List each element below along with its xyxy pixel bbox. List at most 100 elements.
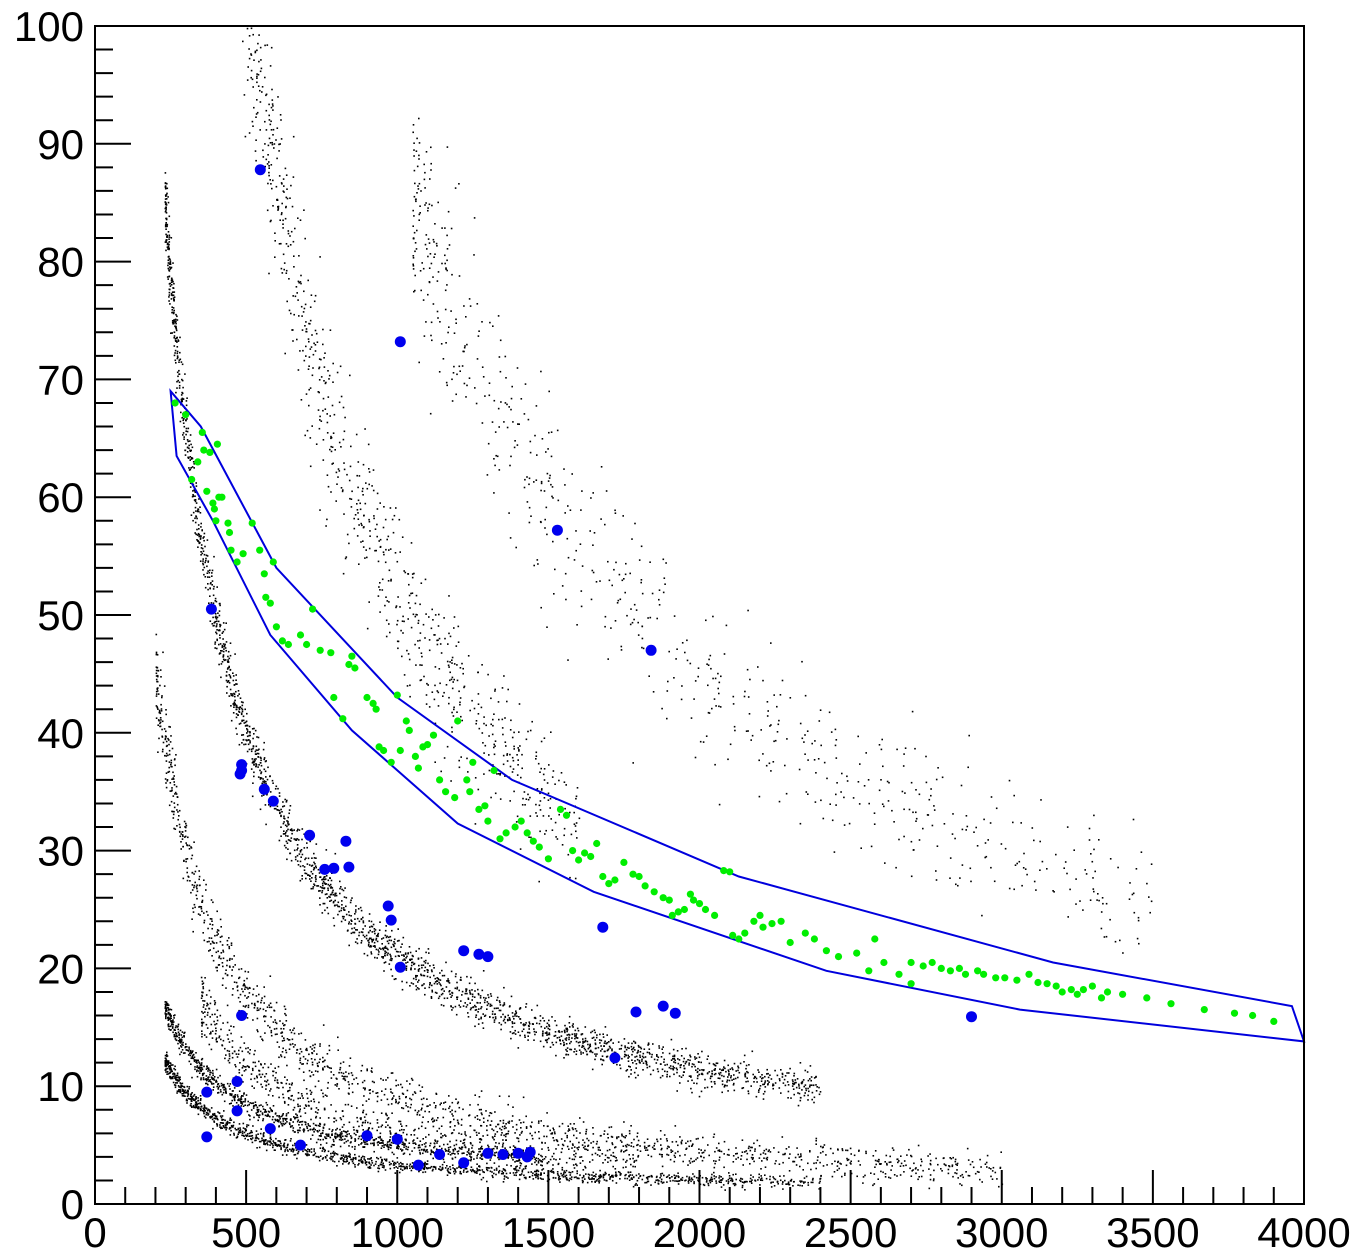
background-point [675, 1140, 678, 1143]
background-point [575, 1053, 578, 1056]
background-point [599, 1149, 601, 1151]
background-point [423, 1143, 426, 1145]
background-point [443, 997, 446, 1000]
background-point [201, 895, 204, 897]
background-point [504, 1021, 507, 1024]
background-point [216, 639, 218, 642]
background-point [356, 929, 358, 931]
background-point [178, 1047, 180, 1050]
background-point [332, 889, 334, 892]
background-point [384, 929, 387, 932]
background-point [205, 883, 207, 886]
background-point [696, 1077, 699, 1080]
background-point [723, 1153, 725, 1155]
background-point [319, 890, 321, 892]
background-point [424, 962, 427, 964]
background-point [174, 1076, 176, 1078]
background-point [389, 1088, 392, 1091]
background-point [681, 1139, 683, 1142]
background-point [679, 1066, 682, 1069]
background-point [425, 1136, 427, 1138]
background-point [889, 1155, 891, 1158]
background-point [395, 950, 398, 953]
background-point [624, 1144, 627, 1147]
background-point [342, 1159, 345, 1162]
background-point [250, 748, 253, 751]
background-point [836, 1169, 839, 1171]
background-point [674, 1061, 677, 1064]
background-point [683, 1065, 685, 1067]
background-point [220, 1122, 223, 1124]
background-point [327, 889, 329, 891]
background-point [442, 1108, 444, 1110]
background-point [348, 1072, 350, 1075]
background-point [168, 770, 171, 773]
background-point [519, 1164, 522, 1167]
background-point [389, 935, 392, 938]
background-point [170, 1077, 172, 1080]
background-point [202, 563, 205, 566]
background-point [753, 1160, 755, 1163]
background-point [659, 1130, 662, 1132]
background-point [403, 958, 406, 960]
background-point [766, 1068, 768, 1071]
background-point [175, 313, 177, 316]
background-point [185, 400, 188, 402]
background-point [241, 742, 243, 744]
background-point [623, 1121, 625, 1123]
background-point [191, 457, 194, 460]
background-point [470, 1151, 473, 1153]
background-point [311, 1061, 314, 1064]
background-point [272, 782, 274, 784]
background-point [184, 836, 186, 838]
background-point [582, 1040, 584, 1043]
background-point [277, 1120, 279, 1122]
background-point [702, 1151, 705, 1154]
background-point [166, 1003, 169, 1005]
background-point [468, 1114, 471, 1116]
background-point [645, 1062, 648, 1064]
background-point [274, 1118, 276, 1121]
background-point [394, 955, 397, 958]
background-point [660, 1056, 663, 1058]
background-point [419, 1151, 421, 1154]
background-point [733, 1074, 735, 1076]
background-point [161, 735, 163, 738]
background-point [593, 1029, 596, 1031]
background-point [185, 1049, 188, 1051]
background-point [276, 805, 279, 808]
background-point [251, 762, 254, 764]
background-point [397, 928, 399, 930]
background-point [689, 1054, 691, 1057]
background-point [815, 1075, 817, 1078]
background-point [788, 1170, 791, 1172]
background-point [217, 1088, 219, 1090]
background-point [354, 918, 356, 920]
background-point [237, 690, 240, 692]
background-point [499, 1004, 502, 1006]
background-point [390, 1144, 393, 1147]
background-point [299, 879, 302, 882]
background-point [220, 1082, 223, 1085]
background-point [747, 1090, 750, 1092]
background-point [434, 991, 437, 994]
background-point [360, 1161, 363, 1163]
background-point [754, 1150, 756, 1152]
background-point [213, 1079, 215, 1081]
background-point [571, 1037, 573, 1039]
background-point [380, 1147, 383, 1149]
background-point [347, 1103, 350, 1106]
background-point [175, 328, 178, 330]
background-point [287, 848, 289, 850]
background-point [628, 1132, 631, 1135]
background-point [342, 889, 345, 892]
background-point [196, 887, 198, 890]
background-point [228, 657, 231, 660]
background-point [155, 690, 158, 693]
background-point [452, 1006, 454, 1009]
background-point [275, 1119, 277, 1122]
background-point [818, 1182, 821, 1184]
background-point [361, 1142, 363, 1144]
background-point [324, 883, 327, 885]
background-point [398, 1101, 400, 1104]
